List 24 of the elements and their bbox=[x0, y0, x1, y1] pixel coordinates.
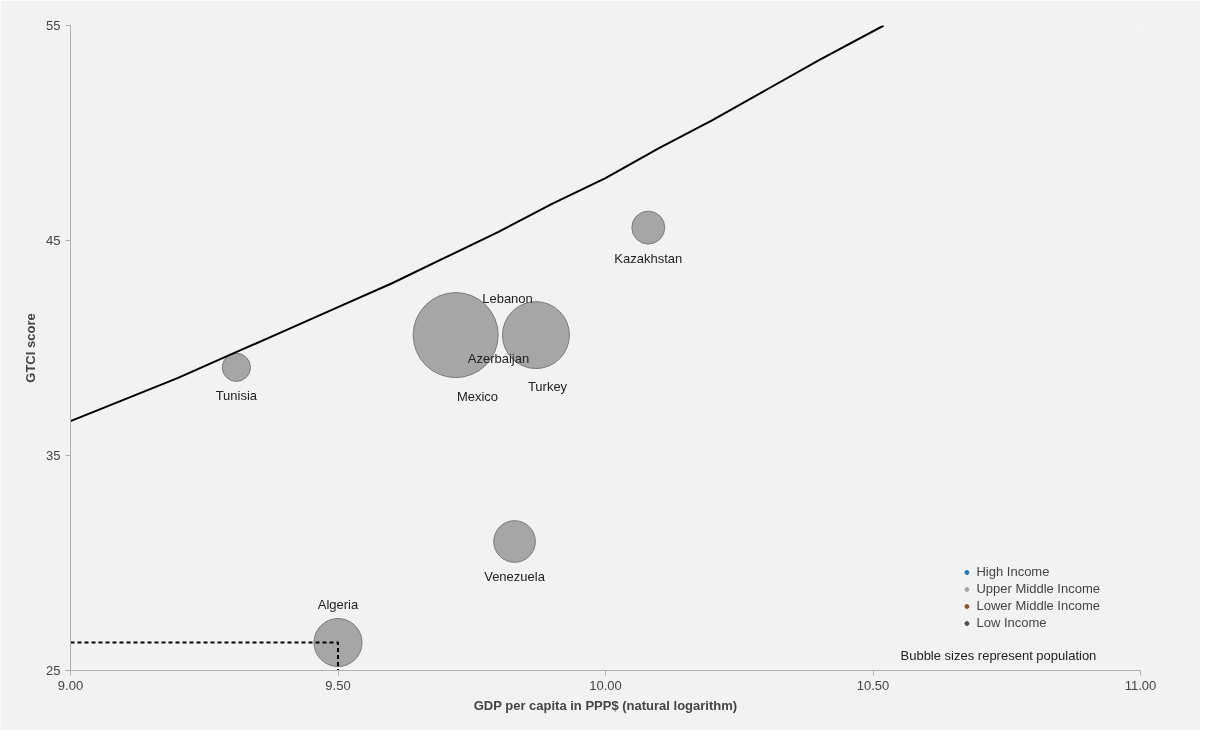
legend-label: Low Income bbox=[976, 615, 1047, 630]
x-tick-label: 9.50 bbox=[325, 677, 351, 693]
y-tick-label: 35 bbox=[46, 448, 61, 463]
line-series bbox=[70, 25, 885, 423]
x-tick-label: 11.00 bbox=[1124, 677, 1157, 693]
annotation: Venezuela bbox=[484, 568, 546, 584]
x-tick-label: 9.00 bbox=[57, 677, 84, 693]
annotation: Lebanon bbox=[482, 290, 533, 306]
y-tick-label: 45 bbox=[46, 233, 61, 248]
legend-label: High Income bbox=[976, 564, 1050, 579]
annotation: Mexico bbox=[456, 388, 499, 404]
annotation: Bubble sizes represent population bbox=[900, 647, 1097, 663]
y-axis-title: GTCI score bbox=[23, 313, 39, 383]
legend-label: Lower Middle Income bbox=[976, 598, 1100, 613]
annotation: Turkey bbox=[527, 378, 568, 394]
y-tick-label: 55 bbox=[46, 18, 61, 33]
y-tick-label: 25 bbox=[46, 663, 61, 678]
annotation: Tunisia bbox=[215, 387, 258, 403]
x-tick-label: 10.00 bbox=[589, 677, 622, 693]
x-tick-label: 10.50 bbox=[856, 677, 890, 693]
annotation: Algeria bbox=[317, 597, 359, 613]
legend-label: Upper Middle Income bbox=[976, 581, 1100, 596]
x-axis-title: GDP per capita in PPP$ (natural logarithm) bbox=[473, 697, 738, 713]
annotation: Kazakhstan bbox=[614, 250, 683, 266]
